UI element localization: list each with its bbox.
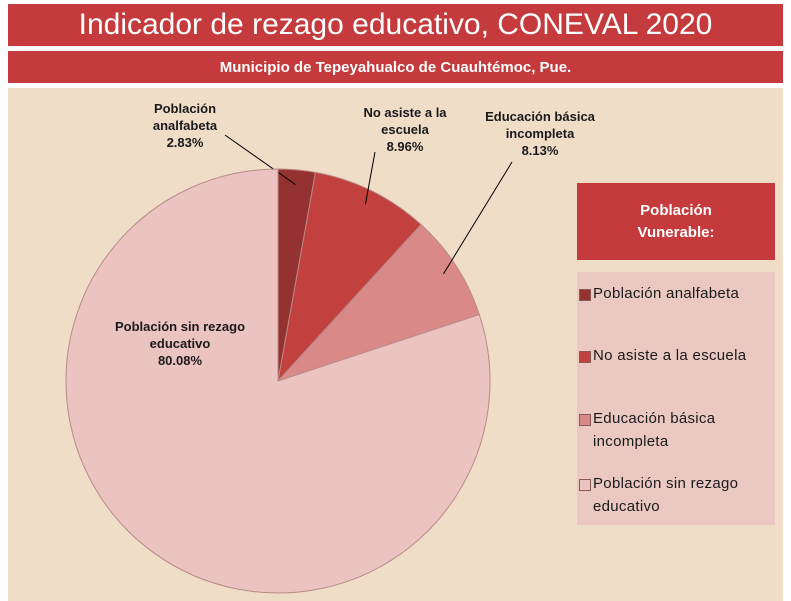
legend-label: Educación básica incompleta	[593, 410, 716, 450]
slice-category: Educación básica incompleta	[485, 109, 595, 141]
chart-title: Indicador de rezago educativo, CONEVAL 2…	[8, 4, 783, 46]
slice-label: Población sin rezago educativo 80.08%	[110, 318, 250, 369]
pie-slice	[276, 223, 480, 383]
legend-swatch	[579, 351, 591, 363]
legend-label: Población sin rezago educativo	[593, 475, 739, 515]
leader-line	[364, 151, 376, 205]
legend: Población analfabeta No asiste a la escue…	[577, 272, 775, 525]
legend-label: No asiste a la escuela	[593, 347, 747, 364]
slice-category: Población sin rezago educativo	[114, 319, 246, 351]
leader-line	[224, 134, 296, 186]
slice-category: No asiste a la escuela	[363, 105, 447, 137]
slice-value: 8.96%	[386, 139, 424, 154]
slice-label: Población analfabeta 2.83%	[140, 100, 230, 151]
legend-item: No asiste a la escuela	[579, 344, 771, 367]
slice-value: 8.13%	[521, 143, 559, 158]
slice-category: Población analfabeta	[152, 101, 218, 133]
slice-label: Educación básica incompleta 8.13%	[480, 108, 600, 159]
leader-line	[443, 161, 513, 275]
slice-value: 2.83%	[166, 135, 204, 150]
slice-value: 80.08%	[157, 353, 203, 368]
legend-swatch	[579, 289, 591, 301]
legend-item: Población analfabeta	[579, 282, 771, 305]
legend-item: Población sin rezago educativo	[579, 472, 771, 518]
slice-label: No asiste a la escuela 8.96%	[345, 104, 465, 155]
pie-slice	[277, 171, 422, 383]
legend-label: Población analfabeta	[593, 285, 740, 302]
legend-swatch	[579, 414, 591, 426]
pie-slice	[65, 168, 491, 594]
chart-subtitle: Municipio de Tepeyahualco de Cuauhtémoc,…	[8, 51, 783, 83]
legend-swatch	[579, 479, 591, 491]
legend-title: Población Vunerable:	[577, 183, 775, 260]
legend-item: Educación básica incompleta	[579, 407, 771, 453]
